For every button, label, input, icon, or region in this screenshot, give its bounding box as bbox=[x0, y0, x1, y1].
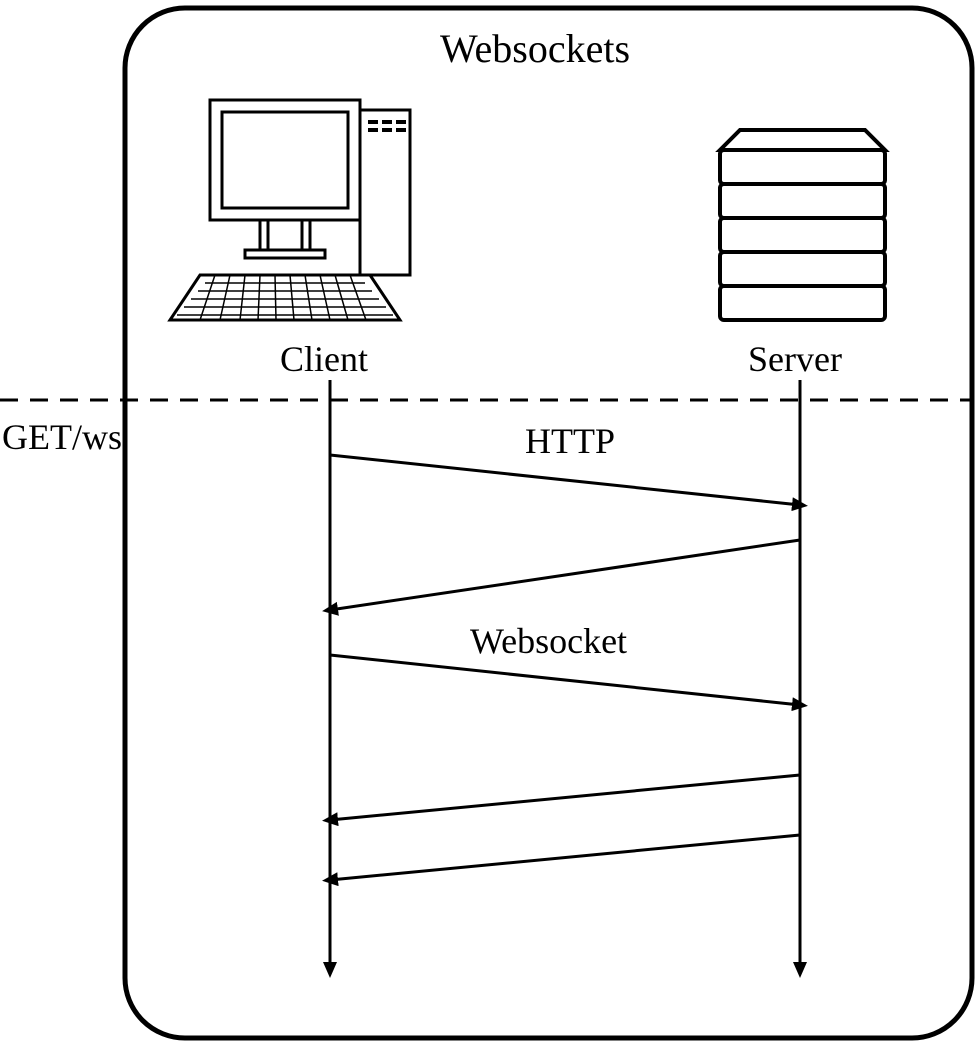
message-ws-push-2 bbox=[330, 835, 800, 880]
diagram-title: Websockets bbox=[440, 25, 630, 72]
message-ws-push-1 bbox=[330, 775, 800, 820]
server-icon bbox=[720, 130, 885, 320]
side-label-getws: GET/ws bbox=[2, 416, 122, 458]
message-label-http: HTTP bbox=[525, 420, 615, 462]
client-label: Client bbox=[280, 338, 368, 380]
client-icon bbox=[170, 100, 410, 320]
message-websocket bbox=[330, 655, 800, 705]
message-http bbox=[330, 455, 800, 505]
websockets-diagram bbox=[0, 0, 979, 1046]
server-label: Server bbox=[748, 338, 842, 380]
message-label-websocket: Websocket bbox=[470, 620, 627, 662]
message-http-response bbox=[330, 540, 800, 610]
